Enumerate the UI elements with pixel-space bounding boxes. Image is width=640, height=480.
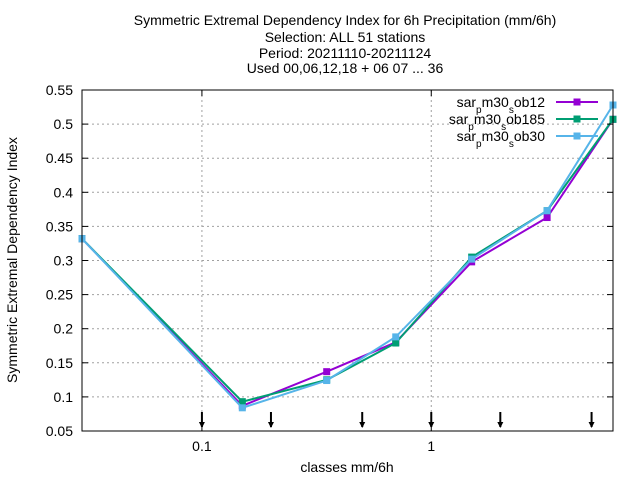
series-point (392, 339, 400, 347)
legend-label: sarpm30sob12 (457, 94, 546, 116)
x-tick-label: 0.1 (192, 438, 212, 454)
class-marker-arrow (497, 422, 504, 428)
title-line-1: Symmetric Extremal Dependency Index for … (134, 12, 557, 28)
y-tick-label: 0.05 (46, 423, 73, 439)
y-tick-label: 0.55 (46, 82, 73, 98)
title-line-2: Selection: ALL 51 stations (265, 29, 426, 45)
series-point (323, 368, 331, 376)
legend-label-part: sar (457, 94, 477, 110)
y-tick-label: 0.35 (46, 218, 73, 234)
series-point (238, 404, 246, 412)
y-tick-label: 0.45 (46, 150, 73, 166)
legend-label-part: sar (449, 111, 469, 127)
legend-swatch-marker (573, 115, 581, 123)
chart-title: Symmetric Extremal Dependency Index for … (134, 12, 557, 76)
series-point (392, 333, 400, 341)
legend-label-part: m30 (482, 128, 509, 144)
class-marker-arrow (267, 422, 274, 428)
series-group (78, 101, 617, 412)
x-axis-label: classes mm/6h (300, 459, 393, 475)
legend-swatch-marker (573, 132, 581, 140)
legend-label-part: ob185 (506, 111, 545, 127)
legend-label-part: s (501, 122, 506, 133)
legend-label-part: sar (457, 128, 477, 144)
y-tick-label: 0.2 (54, 321, 74, 337)
legend-label-part: m30 (482, 94, 509, 110)
legend-label-part: p (476, 105, 482, 116)
y-tick-label: 0.3 (54, 253, 74, 269)
class-marker-arrow (588, 422, 595, 428)
y-tick-label: 0.4 (54, 184, 74, 200)
class-markers (198, 412, 595, 428)
y-tick-label: 0.1 (54, 389, 74, 405)
series-point (543, 214, 551, 222)
class-marker-arrow (359, 422, 366, 428)
series-point (323, 377, 331, 385)
legend-swatch-marker (573, 98, 581, 106)
y-tick-label: 0.5 (54, 116, 74, 132)
y-axis: 0.05 0.1 0.15 0.2 0.25 0.3 0.35 0.4 0.45 0.5 0.55 (46, 82, 613, 439)
legend-label-part: ob12 (514, 94, 545, 110)
legend-label-part: p (468, 122, 474, 133)
y-tick-label: 0.15 (46, 355, 73, 371)
series-point (543, 207, 551, 215)
legend-label-part: m30 (474, 111, 501, 127)
legend-label-part: s (509, 139, 514, 150)
series-point (238, 398, 246, 406)
legend-label-part: s (509, 105, 514, 116)
legend-label: sarpm30sob30 (457, 128, 546, 150)
legend-label-part: ob30 (514, 128, 545, 144)
y-tick-label: 0.25 (46, 287, 73, 303)
title-line-3: Period: 20211110-20211124 (259, 45, 432, 61)
y-axis-label: Symmetric Extremal Dependency Index (4, 137, 20, 383)
legend-label: sarpm30sob185 (449, 111, 545, 133)
x-tick-label: 1 (427, 438, 435, 454)
title-line-4: Used 00,06,12,18 + 06 07 ... 36 (247, 60, 444, 76)
series-point (468, 255, 476, 263)
legend-label-part: p (476, 139, 482, 150)
x-axis: 0.1 1 (192, 90, 435, 454)
